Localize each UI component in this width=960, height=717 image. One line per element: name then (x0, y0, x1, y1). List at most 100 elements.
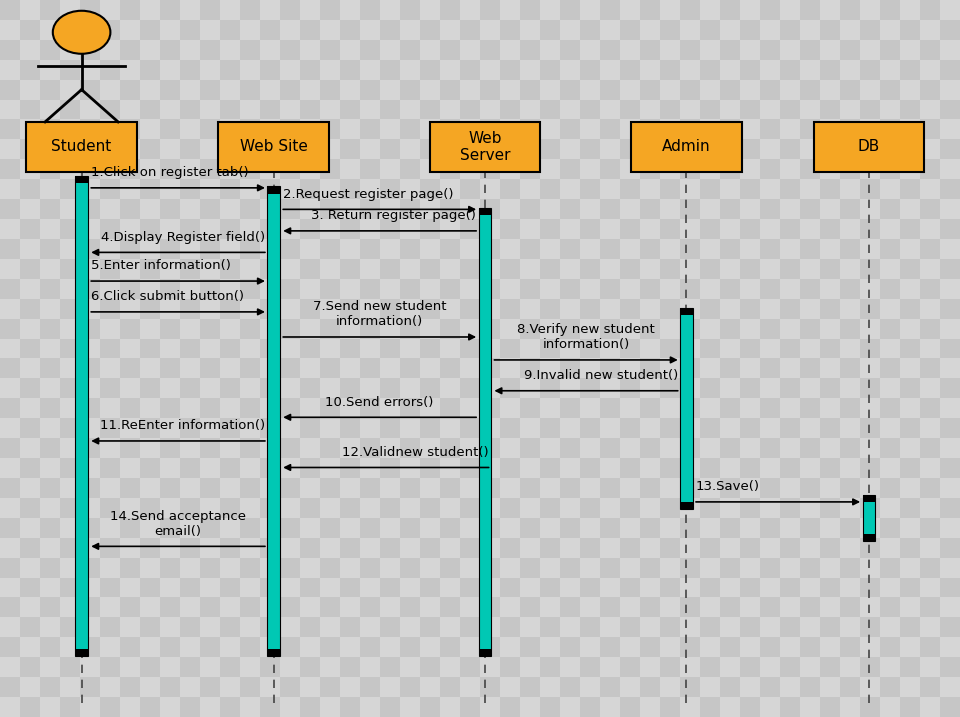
Bar (0, 516, 38, 545)
Bar (0, 57, 38, 86)
Bar (883, 344, 922, 373)
Bar (768, 373, 806, 402)
Bar (883, 258, 922, 287)
Bar (653, 143, 691, 172)
Bar (77, 344, 115, 373)
Bar (422, 574, 461, 602)
Bar (307, 344, 346, 373)
Bar (768, 29, 806, 57)
Text: 14.Send acceptance
email(): 14.Send acceptance email() (110, 510, 246, 538)
Bar (768, 602, 806, 631)
Bar (230, 57, 269, 86)
Bar (922, 344, 960, 373)
Text: 9.Invalid new student(): 9.Invalid new student() (523, 369, 678, 382)
Bar (691, 57, 730, 86)
Bar (653, 430, 691, 459)
Bar (461, 574, 499, 602)
Bar (653, 402, 691, 430)
Bar (730, 172, 768, 201)
Bar (883, 287, 922, 315)
Bar (154, 57, 192, 86)
Bar (806, 229, 845, 258)
Bar (0, 631, 38, 660)
Bar (691, 315, 730, 344)
Bar (922, 143, 960, 172)
Bar (499, 602, 538, 631)
Bar (422, 344, 461, 373)
Bar (307, 143, 346, 172)
Bar (730, 315, 768, 344)
Bar (0, 315, 38, 344)
Bar (845, 459, 883, 488)
Text: 5.Enter information(): 5.Enter information() (91, 260, 231, 272)
Text: 6.Click submit button(): 6.Click submit button() (91, 290, 244, 303)
Bar (77, 516, 115, 545)
Bar (422, 488, 461, 516)
Bar (863, 534, 876, 541)
Bar (499, 402, 538, 430)
Bar (653, 115, 691, 143)
Bar (77, 545, 115, 574)
Bar (499, 688, 538, 717)
Bar (614, 602, 653, 631)
Bar (77, 229, 115, 258)
Bar (768, 344, 806, 373)
Bar (422, 115, 461, 143)
Bar (653, 574, 691, 602)
Bar (422, 57, 461, 86)
Bar (768, 631, 806, 660)
Bar (461, 0, 499, 29)
Bar (922, 430, 960, 459)
Bar (806, 201, 845, 229)
Bar (75, 649, 88, 656)
Text: Web Site: Web Site (240, 140, 307, 154)
Bar (538, 258, 576, 287)
Bar (422, 430, 461, 459)
Bar (576, 0, 614, 29)
Bar (346, 29, 384, 57)
Bar (768, 402, 806, 430)
Bar (768, 545, 806, 574)
Bar (0, 373, 38, 402)
Bar (307, 86, 346, 115)
Bar (77, 143, 115, 172)
Bar (269, 545, 307, 574)
Bar (154, 287, 192, 315)
Bar (384, 115, 422, 143)
Bar (691, 229, 730, 258)
Bar (38, 57, 77, 86)
Bar (614, 115, 653, 143)
Bar (38, 29, 77, 57)
Bar (77, 488, 115, 516)
Bar (38, 545, 77, 574)
Bar (307, 516, 346, 545)
Bar (576, 488, 614, 516)
Bar (269, 229, 307, 258)
Bar (115, 29, 154, 57)
Bar (192, 545, 230, 574)
Text: 11.ReEnter information(): 11.ReEnter information() (100, 419, 265, 432)
Bar (806, 459, 845, 488)
Bar (653, 29, 691, 57)
Bar (307, 229, 346, 258)
Bar (346, 229, 384, 258)
Bar (115, 143, 154, 172)
Bar (0, 660, 38, 688)
Bar (115, 545, 154, 574)
Bar (27, 122, 137, 172)
Bar (346, 602, 384, 631)
Bar (307, 488, 346, 516)
Bar (576, 29, 614, 57)
Bar (478, 649, 491, 656)
Bar (653, 488, 691, 516)
Bar (883, 516, 922, 545)
Bar (346, 516, 384, 545)
Bar (192, 660, 230, 688)
Bar (115, 488, 154, 516)
Bar (499, 172, 538, 201)
Bar (269, 488, 307, 516)
Bar (38, 516, 77, 545)
Bar (154, 602, 192, 631)
Bar (730, 29, 768, 57)
Bar (192, 373, 230, 402)
